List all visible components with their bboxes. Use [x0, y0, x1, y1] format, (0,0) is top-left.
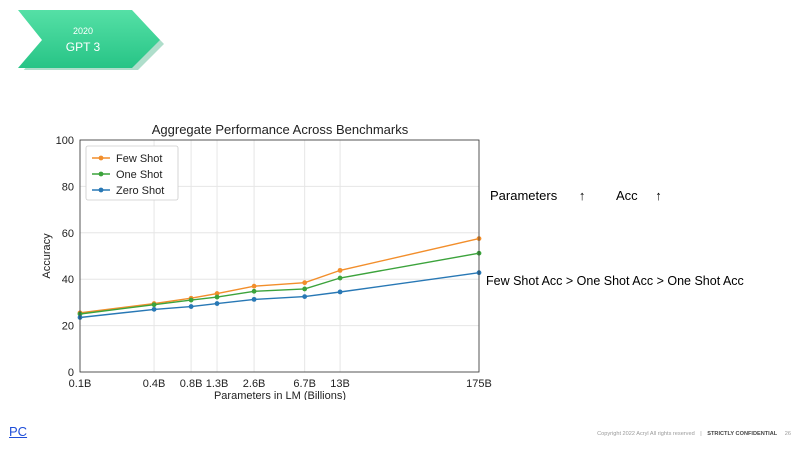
- legend-label: Few Shot: [116, 153, 162, 165]
- y-tick-label: 60: [62, 228, 74, 240]
- page-number: 26: [784, 431, 791, 437]
- y-tick-label: 20: [62, 321, 74, 333]
- x-tick-label: 0.4B: [143, 378, 166, 390]
- legend-marker: [98, 187, 104, 193]
- y-tick-label: 80: [62, 181, 74, 193]
- series-line: [79, 252, 480, 315]
- legend-label: One Shot: [116, 169, 162, 181]
- series-point: [337, 267, 343, 273]
- copyright-text: Copyright 2022 Acryl All rights reserved: [597, 431, 695, 437]
- comparison-annotation: Few Shot Acc > One Shot Acc > One Shot A…: [486, 274, 744, 288]
- performance-chart: 0 20 40 60 80 100 0.1B 0.4B 0.8B 1.3B 2.6B 6.7B 13B 1…: [41, 122, 492, 400]
- title-badge: [18, 10, 164, 70]
- x-tick-label: 13B: [330, 378, 350, 390]
- series-point: [251, 283, 257, 289]
- series-point: [188, 304, 194, 309]
- chart-x-label: Parameters in LM (Billions): [214, 390, 346, 400]
- series-point: [337, 275, 343, 281]
- legend-box: [85, 145, 179, 201]
- y-tick-label: 40: [62, 274, 74, 286]
- badge-title: GPT 3: [65, 40, 101, 54]
- legend-label: Zero Shot: [116, 185, 164, 197]
- series-point: [302, 280, 308, 286]
- legend-marker: [98, 155, 104, 161]
- series-point: [151, 302, 157, 308]
- x-tick-label: 1.3B: [206, 378, 229, 390]
- confidential-label: STRICTLY CONFIDENTIAL: [707, 431, 778, 437]
- badge-year: 2020: [72, 26, 94, 36]
- series-point: [214, 291, 220, 296]
- footer-separator: |: [700, 431, 702, 437]
- chart-legend: Few Shot One Shot Zero Shot: [85, 145, 179, 201]
- pc-link[interactable]: PC: [9, 424, 28, 439]
- plot-frame: [79, 139, 480, 373]
- series-point: [214, 301, 220, 306]
- x-tick-label: 2.6B: [243, 378, 266, 390]
- series-point: [188, 297, 194, 303]
- acc-annotation: Acc ↑: [616, 188, 662, 203]
- badge-text: 2020 GPT 3: [14, 10, 166, 70]
- chart-axes: 0 20 40 60 80 100 0.1B 0.4B 0.8B 1.3B 2.6B 6.7B 13B 1…: [56, 135, 492, 390]
- series-line: [79, 272, 480, 319]
- footer: Copyright 2022 Acryl All rights reserved…: [597, 431, 791, 437]
- series-point: [337, 289, 343, 295]
- series-line: [79, 237, 480, 314]
- series-point: [302, 294, 308, 299]
- params-up-arrow-icon: ↑: [578, 188, 586, 203]
- series-point: [251, 288, 257, 294]
- acc-label: Acc: [616, 188, 638, 203]
- params-label: Parameters: [490, 188, 558, 203]
- series-point: [251, 296, 257, 302]
- chart-title: Aggregate Performance Across Benchmarks: [152, 122, 409, 137]
- series-point: [302, 286, 308, 292]
- y-tick-label: 100: [56, 135, 74, 147]
- series-point: [151, 306, 157, 312]
- params-annotation: Parameters ↑: [490, 188, 585, 203]
- y-tick-label: 0: [68, 367, 74, 379]
- x-tick-label: 6.7B: [293, 378, 316, 390]
- chart-y-label: Accuracy: [41, 233, 53, 279]
- x-tick-label: 0.8B: [180, 378, 203, 390]
- acc-up-arrow-icon: ↑: [655, 188, 662, 203]
- series-point: [214, 294, 220, 300]
- legend-marker: [98, 171, 104, 177]
- x-tick-label: 175B: [466, 378, 492, 390]
- x-tick-label: 0.1B: [69, 378, 92, 390]
